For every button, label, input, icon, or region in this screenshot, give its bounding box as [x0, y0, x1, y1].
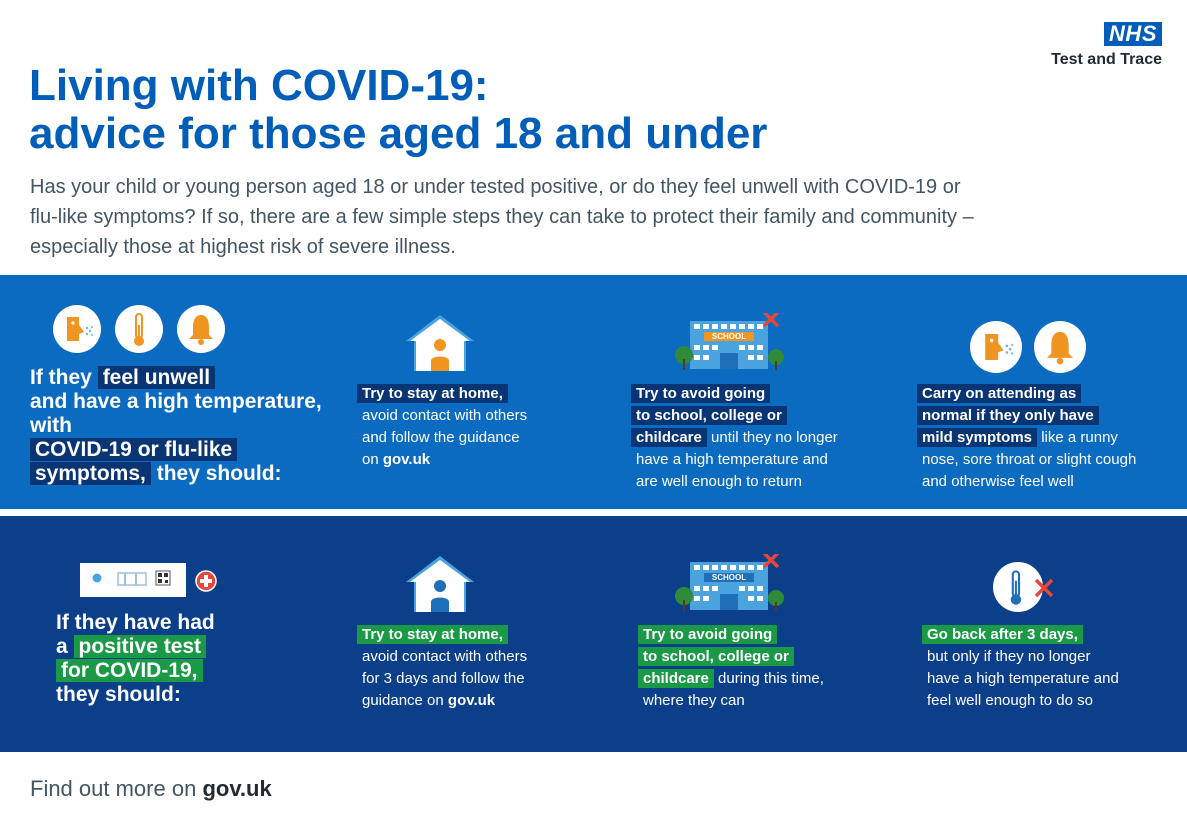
section2-lead: If they have had a positive test for COV…	[56, 611, 316, 707]
intro-text: Has your child or young person aged 18 o…	[30, 176, 974, 258]
section1-avoid-school: Try to avoid going to school, college or…	[631, 383, 871, 493]
footer-text: Find out more on	[30, 776, 203, 801]
logo-subtitle: Test and Trace	[1051, 51, 1162, 68]
advice-text: are well enough to return	[636, 473, 802, 490]
advice-highlight: normal if they only have	[917, 406, 1099, 425]
lead-text: and have a high temperature, with	[30, 390, 322, 437]
nose-spray-icon	[53, 305, 101, 353]
advice-text: guidance on	[362, 692, 448, 709]
bell-icon	[177, 305, 225, 353]
advice-highlight: childcare	[631, 428, 707, 447]
lead-highlight: positive test	[73, 635, 207, 658]
house-icon	[404, 554, 476, 619]
school-sign-text: SCHOOL	[712, 573, 746, 582]
school-sign-text: SCHOOL	[712, 332, 746, 341]
gov-uk-link[interactable]: gov.uk	[382, 451, 431, 468]
advice-text: like a runny	[1037, 429, 1118, 446]
section2-avoid-school: Try to avoid going to school, college or…	[638, 624, 878, 712]
thermometer-icon	[115, 305, 163, 353]
section1-lead: If they feel unwell and have a high temp…	[30, 366, 330, 486]
footer-gov-uk-link[interactable]: gov.uk	[202, 776, 272, 801]
section2-stay-home: Try to stay at home, avoid contact with …	[357, 624, 547, 712]
advice-highlight: to school, college or	[631, 406, 787, 425]
page-title: Living with COVID-19: advice for those a…	[29, 62, 1029, 158]
advice-highlight: childcare	[638, 669, 714, 688]
feel-unwell-section: If they feel unwell and have a high temp…	[0, 275, 1187, 509]
cross-icon	[1034, 578, 1054, 603]
lead-text: they should:	[56, 683, 181, 706]
lateral-flow-test-icon	[80, 563, 186, 602]
lead-highlight: symptoms,	[30, 462, 151, 485]
footer: Find out more on gov.uk	[30, 776, 272, 802]
advice-text: where they can	[643, 692, 745, 709]
advice-highlight: Carry on attending as	[917, 384, 1082, 403]
title-line-2: advice for those aged 18 and under	[29, 109, 768, 158]
bell-icon	[1034, 321, 1086, 373]
plus-icon	[195, 570, 217, 597]
advice-highlight: Try to stay at home,	[357, 625, 508, 644]
lead-highlight: feel unwell	[97, 366, 216, 389]
house-icon	[404, 313, 476, 378]
advice-text: have a high temperature and	[927, 670, 1119, 687]
section1-stay-home: Try to stay at home, avoid contact with …	[357, 383, 547, 471]
advice-text: and follow the guidance	[362, 429, 520, 446]
lead-highlight: for COVID-19,	[56, 659, 203, 682]
school-icon: SCHOOL	[672, 310, 788, 376]
section1-carry-on: Carry on attending as normal if they onl…	[917, 383, 1167, 493]
nose-spray-icon	[970, 321, 1022, 373]
lead-highlight: COVID-19 or flu-like	[30, 438, 238, 461]
advice-text: nose, sore throat or slight cough	[922, 451, 1137, 468]
advice-text: avoid contact with others	[362, 407, 528, 424]
nhs-logo: NHS Test and Trace	[1046, 22, 1162, 69]
advice-highlight: Go back after 3 days,	[922, 625, 1083, 644]
advice-text: for 3 days and follow the	[362, 670, 525, 687]
advice-text: and otherwise feel well	[922, 473, 1074, 490]
advice-text: during this time,	[713, 670, 824, 687]
nhs-logo-mark: NHS	[1104, 22, 1162, 46]
advice-text: avoid contact with others	[362, 648, 528, 665]
advice-text: but only if they no longer	[927, 648, 1091, 665]
lead-text: If they have had	[56, 611, 215, 634]
lead-text: a	[56, 635, 74, 658]
school-icon: SCHOOL	[672, 551, 788, 617]
thermometer-icon	[993, 562, 1043, 612]
advice-text: until they no longer	[706, 429, 838, 446]
advice-highlight: to school, college or	[638, 647, 794, 666]
advice-highlight: mild symptoms	[917, 428, 1038, 447]
advice-text: on	[362, 451, 383, 468]
gov-uk-link[interactable]: gov.uk	[447, 692, 496, 709]
advice-highlight: Try to avoid going	[631, 384, 771, 403]
advice-text: feel well enough to do so	[927, 692, 1093, 709]
title-line-1: Living with COVID-19:	[29, 61, 489, 110]
lead-text: If they	[30, 366, 98, 389]
advice-highlight: Try to stay at home,	[357, 384, 508, 403]
advice-highlight: Try to avoid going	[638, 625, 778, 644]
lead-text: they should:	[150, 462, 282, 485]
section2-go-back: Go back after 3 days, but only if they n…	[922, 624, 1162, 712]
advice-text: have a high temperature and	[636, 451, 828, 468]
positive-test-section: If they have had a positive test for COV…	[0, 516, 1187, 752]
